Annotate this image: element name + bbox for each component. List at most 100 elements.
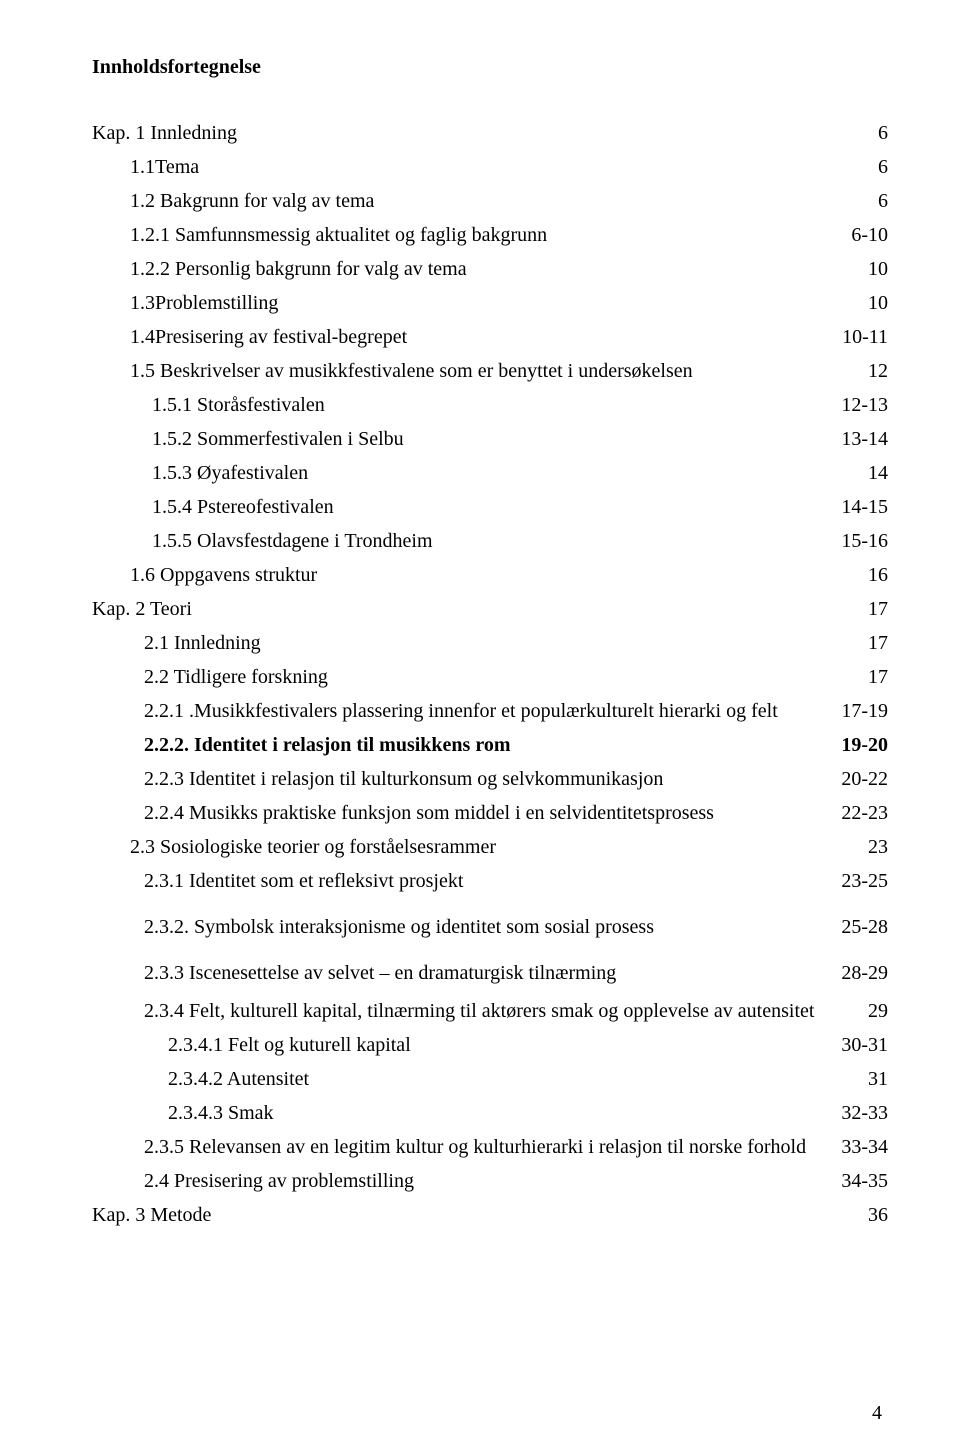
toc-entry-label: 1.5 Beskrivelser av musikkfestivalene so… (130, 355, 693, 387)
toc-entry-label: 1.6 Oppgavens struktur (130, 559, 317, 591)
toc-entry: 2.2.2. Identitet i relasjon til musikken… (92, 729, 888, 761)
toc-entry-label: 1.5.4 Pstereofestivalen (152, 491, 334, 523)
toc-entry-page: 23 (868, 831, 888, 863)
toc-entry-label: 2.2 Tidligere forskning (144, 661, 328, 693)
toc-title: Innholdsfortegnelse (92, 56, 888, 79)
toc-entry: 1.1Tema 6 (92, 151, 888, 183)
toc-entry: 2.3.4.1 Felt og kuturell kapital 30-31 (92, 1029, 888, 1061)
toc-entry-label: 1.5.2 Sommerfestivalen i Selbu (152, 423, 404, 455)
toc-entry-label: 2.3.5 Relevansen av en legitim kultur og… (144, 1131, 806, 1163)
toc-entry-page: 19-20 (841, 729, 888, 761)
toc-entry-page: 10 (868, 287, 888, 319)
toc-entry: 2.4 Presisering av problemstilling 34-35 (92, 1165, 888, 1197)
toc-entry-page: 20-22 (841, 763, 888, 795)
toc-entry-label: 2.3.4.1 Felt og kuturell kapital (168, 1029, 411, 1061)
toc-entry: 1.2.2 Personlig bakgrunn for valg av tem… (92, 253, 888, 285)
toc-entry: 1.3Problemstilling 10 (92, 287, 888, 319)
toc-entry-label: 2.2.1 .Musikkfestivalers plassering inne… (144, 695, 778, 727)
toc-entry-label: 1.3Problemstilling (130, 287, 278, 319)
toc-entry-label: 1.5.1 Storåsfestivalen (152, 389, 325, 421)
toc-entry: 2.3.4 Felt, kulturell kapital, tilnærmin… (92, 995, 888, 1027)
toc-entry-label: 2.3.4 Felt, kulturell kapital, tilnærmin… (144, 995, 814, 1027)
toc-entry-label: 2.3.4.3 Smak (168, 1097, 274, 1129)
toc-entry-label: 2.3.2. Symbolsk interaksjonisme og ident… (144, 911, 654, 943)
toc-entry-page: 33-34 (841, 1131, 888, 1163)
toc-entry: Kap. 3 Metode 36 (92, 1199, 888, 1231)
toc-entry: 2.3.4.3 Smak 32-33 (92, 1097, 888, 1129)
toc-entry-page: 17 (868, 627, 888, 659)
toc-entry-page: 36 (868, 1199, 888, 1231)
toc-entry-label: 1.4Presisering av festival-begrepet (130, 321, 407, 353)
toc-entry-label: 2.3 Sosiologiske teorier og forståelsesr… (130, 831, 496, 863)
toc-entry: 2.3 Sosiologiske teorier og forståelsesr… (92, 831, 888, 863)
toc-entry: Kap. 2 Teori 17 (92, 593, 888, 625)
toc-entry: 1.5.3 Øyafestivalen 14 (92, 457, 888, 489)
toc-entry: 1.2.1 Samfunnsmessig aktualitet og fagli… (92, 219, 888, 251)
toc-entry: 2.3.4.2 Autensitet 31 (92, 1063, 888, 1095)
toc-entry: 1.2 Bakgrunn for valg av tema 6 (92, 185, 888, 217)
toc-entry-page: 12 (868, 355, 888, 387)
toc-entry-label: 2.4 Presisering av problemstilling (144, 1165, 414, 1197)
toc-entry-page: 6-10 (851, 219, 888, 251)
toc-entry-label: 1.5.3 Øyafestivalen (152, 457, 308, 489)
toc-entry: 2.3.5 Relevansen av en legitim kultur og… (92, 1131, 888, 1163)
toc-entry-label: 1.5.5 Olavsfestdagene i Trondheim (152, 525, 433, 557)
toc-entry-page: 6 (878, 117, 888, 149)
toc-entry-label: 2.3.3 Iscenesettelse av selvet – en dram… (144, 957, 616, 989)
toc-entry-label: 1.2.1 Samfunnsmessig aktualitet og fagli… (130, 219, 547, 251)
toc-list: Kap. 1 Innledning61.1Tema61.2 Bakgrunn f… (92, 117, 888, 1231)
toc-entry-page: 28-29 (841, 957, 888, 989)
toc-entry-page: 12-13 (841, 389, 888, 421)
page-number: 4 (872, 1402, 882, 1425)
toc-entry-label: 2.2.2. Identitet i relasjon til musikken… (144, 729, 511, 761)
toc-entry-page: 13-14 (841, 423, 888, 455)
toc-entry: 1.5.4 Pstereofestivalen 14-15 (92, 491, 888, 523)
toc-entry: 2.3.3 Iscenesettelse av selvet – en dram… (92, 957, 888, 989)
toc-entry-label: 1.2.2 Personlig bakgrunn for valg av tem… (130, 253, 467, 285)
toc-entry: 1.6 Oppgavens struktur 16 (92, 559, 888, 591)
toc-entry: 2.2.4 Musikks praktiske funksjon som mid… (92, 797, 888, 829)
toc-entry-label: Kap. 1 Innledning (92, 117, 237, 149)
toc-entry-page: 31 (868, 1063, 888, 1095)
toc-entry-page: 34-35 (841, 1165, 888, 1197)
toc-entry-page: 17 (868, 661, 888, 693)
toc-entry-page: 32-33 (841, 1097, 888, 1129)
toc-entry-label: 1.2 Bakgrunn for valg av tema (130, 185, 374, 217)
toc-entry-label: 2.3.4.2 Autensitet (168, 1063, 309, 1095)
toc-entry-label: Kap. 3 Metode (92, 1199, 211, 1231)
toc-entry: 2.3.2. Symbolsk interaksjonisme og ident… (92, 911, 888, 943)
toc-entry-page: 6 (878, 151, 888, 183)
toc-entry: 2.1 Innledning 17 (92, 627, 888, 659)
toc-entry-page: 14-15 (841, 491, 888, 523)
toc-entry-label: 2.2.4 Musikks praktiske funksjon som mid… (144, 797, 714, 829)
toc-entry-label: 2.1 Innledning (144, 627, 261, 659)
toc-entry: 2.2.3 Identitet i relasjon til kulturkon… (92, 763, 888, 795)
toc-entry-page: 6 (878, 185, 888, 217)
toc-entry: 1.5 Beskrivelser av musikkfestivalene so… (92, 355, 888, 387)
toc-entry-label: 2.2.3 Identitet i relasjon til kulturkon… (144, 763, 663, 795)
toc-entry: 1.5.5 Olavsfestdagene i Trondheim 15-16 (92, 525, 888, 557)
toc-entry-page: 30-31 (841, 1029, 888, 1061)
toc-entry: 2.2 Tidligere forskning 17 (92, 661, 888, 693)
toc-entry-label: 1.1Tema (130, 151, 199, 183)
toc-entry: Kap. 1 Innledning 6 (92, 117, 888, 149)
toc-entry-page: 22-23 (841, 797, 888, 829)
toc-entry: 2.3.1 Identitet som et refleksivt prosje… (92, 865, 888, 897)
toc-entry-page: 16 (868, 559, 888, 591)
toc-entry-page: 29 (868, 995, 888, 1027)
toc-entry-page: 17 (868, 593, 888, 625)
toc-entry-page: 10-11 (842, 321, 888, 353)
toc-entry-page: 25-28 (841, 911, 888, 943)
toc-entry-page: 10 (868, 253, 888, 285)
toc-entry: 2.2.1 .Musikkfestivalers plassering inne… (92, 695, 888, 727)
toc-entry-page: 23-25 (841, 865, 888, 897)
toc-entry: 1.4Presisering av festival-begrepet 10-11 (92, 321, 888, 353)
toc-entry-label: Kap. 2 Teori (92, 593, 192, 625)
toc-entry: 1.5.1 Storåsfestivalen 12-13 (92, 389, 888, 421)
toc-entry-label: 2.3.1 Identitet som et refleksivt prosje… (144, 865, 463, 897)
toc-entry-page: 17-19 (841, 695, 888, 727)
toc-entry-page: 14 (868, 457, 888, 489)
toc-entry: 1.5.2 Sommerfestivalen i Selbu 13-14 (92, 423, 888, 455)
toc-entry-page: 15-16 (841, 525, 888, 557)
page-container: Innholdsfortegnelse Kap. 1 Innledning61.… (0, 0, 960, 1455)
